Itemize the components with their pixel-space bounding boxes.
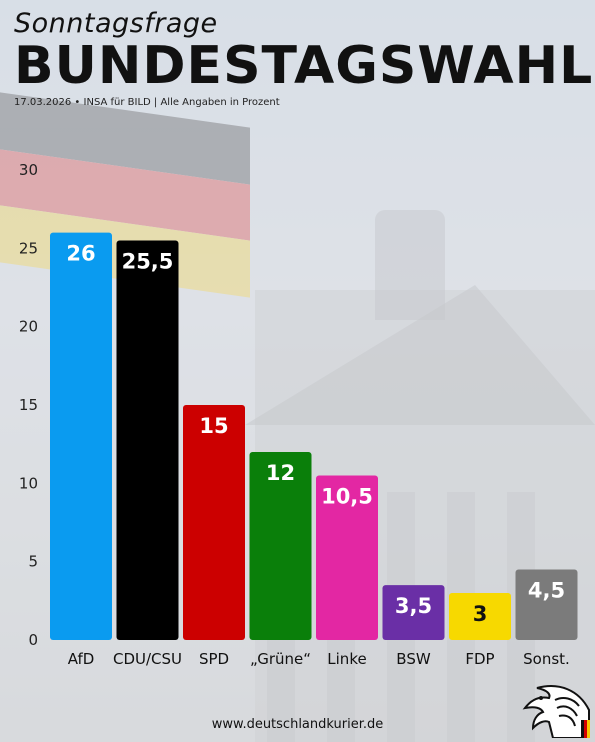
- x-tick-label: AfD: [68, 650, 95, 668]
- bar: [449, 593, 511, 640]
- data-label: 12: [266, 461, 295, 485]
- y-tick-label: 5: [28, 553, 38, 571]
- data-label: 4,5: [528, 579, 565, 603]
- x-tick-label: „Grüne“: [250, 650, 311, 668]
- footer-url: www.deutschlandkurier.de: [211, 717, 384, 732]
- bar: [515, 569, 578, 640]
- x-tick-label: FDP: [465, 650, 494, 668]
- data-label: 3,5: [395, 594, 432, 618]
- building-dome: [375, 210, 445, 320]
- data-label: 15: [199, 414, 228, 438]
- eagle-icon: [522, 685, 590, 738]
- bar: [183, 405, 245, 640]
- data-label: 25,5: [122, 250, 174, 274]
- y-tick-label: 30: [19, 161, 38, 179]
- x-tick-label: Linke: [327, 650, 366, 668]
- kicker: Sonntagsfrage: [14, 8, 218, 39]
- bar: [316, 475, 378, 640]
- header: Sonntagsfrage BUNDESTAGSWAHL 17.03.2026 …: [14, 8, 593, 108]
- bar: [249, 452, 312, 640]
- data-label: 26: [66, 242, 95, 266]
- bar: [50, 232, 112, 640]
- data-label: 10,5: [321, 485, 373, 509]
- y-tick-label: 15: [19, 396, 38, 414]
- data-label: 3: [473, 602, 488, 626]
- y-tick-label: 0: [28, 631, 38, 649]
- bar: [116, 240, 179, 640]
- bar: [382, 585, 445, 640]
- y-tick-label: 10: [19, 474, 38, 492]
- x-tick-label: Sonst.: [523, 650, 570, 668]
- x-tick-label: BSW: [396, 650, 431, 668]
- y-tick-label: 20: [19, 318, 38, 336]
- y-tick-label: 25: [19, 239, 38, 257]
- source-meta: 17.03.2026 • INSA für BILD | Alle Angabe…: [14, 97, 280, 108]
- page-title: BUNDESTAGSWAHL: [14, 36, 594, 96]
- x-tick-label: SPD: [199, 650, 229, 668]
- x-tick-label: CDU/CSU: [113, 650, 182, 668]
